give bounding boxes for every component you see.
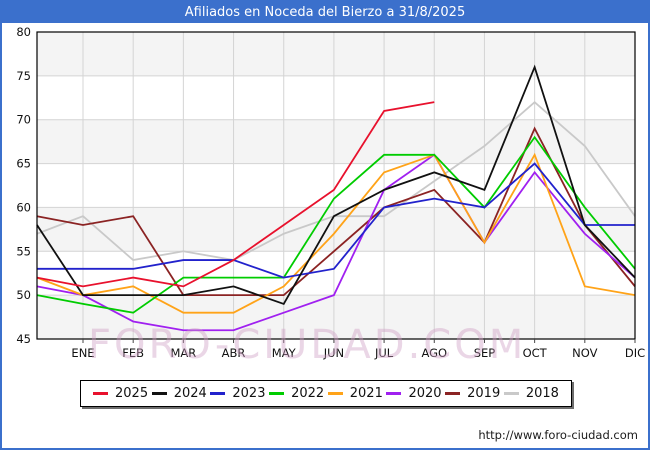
plot-band: [37, 207, 635, 252]
x-axis-label: JUN: [323, 346, 344, 360]
legend-label-2019: 2019: [467, 386, 501, 401]
legend-swatch-2018: [503, 392, 519, 395]
x-axis-label: MAY: [272, 346, 297, 360]
series-line-2023: [37, 162, 635, 279]
legend-item-2020: 2020: [386, 386, 442, 401]
series-line-2019: [36, 126, 636, 297]
series-line-2021: [36, 152, 636, 314]
legend-swatch-2021: [327, 392, 343, 395]
x-axis-label: ABR: [222, 346, 246, 360]
x-axis-label: DIC: [625, 346, 645, 360]
series-line-2020: [36, 153, 636, 332]
series-line-2022: [36, 135, 636, 314]
x-axis-label: SEP: [474, 346, 496, 360]
legend-swatch-2023: [210, 392, 226, 395]
y-axis-label: 70: [16, 113, 31, 127]
y-axis-label: 65: [16, 157, 31, 171]
x-axis-label: MAR: [170, 346, 196, 360]
plot-band: [37, 295, 635, 339]
legend-label-2020: 2020: [408, 386, 442, 401]
legend-item-2018: 2018: [503, 386, 559, 401]
legend-label-2025: 2025: [115, 386, 149, 401]
x-axis-label: FEB: [122, 346, 144, 360]
plot-border: [36, 31, 636, 340]
plot-band: [37, 119, 635, 164]
plot-band: [37, 32, 635, 76]
legend-item-2022: 2022: [269, 386, 324, 401]
x-axis-label: ENE: [71, 346, 94, 360]
legend-item-2021: 2021: [327, 386, 383, 401]
legend-label-2023: 2023: [232, 386, 266, 401]
legend-swatch-2020: [386, 392, 402, 395]
y-axis-label: 55: [16, 244, 31, 258]
y-axis-label: 80: [16, 25, 31, 39]
legend-label-2018: 2018: [525, 386, 559, 401]
legend-swatch-2024: [151, 392, 167, 395]
x-axis-label: AGO: [421, 346, 447, 360]
y-axis-label: 60: [16, 200, 31, 214]
series-line-2025: [36, 101, 435, 288]
legend-swatch-2019: [445, 392, 461, 395]
series-line-2024: [36, 64, 636, 306]
x-axis-label: JUL: [374, 346, 394, 360]
legend-label-2024: 2024: [173, 386, 207, 401]
y-axis-label: 45: [16, 332, 31, 346]
y-axis-label: 50: [16, 288, 31, 302]
legend-label-2022: 2022: [291, 386, 325, 401]
chart-title: Afiliados en Noceda del Bierzo a 31/8/20…: [2, 2, 648, 23]
y-axis-label: 75: [16, 69, 31, 83]
legend-item-2025: 2025: [93, 386, 148, 401]
legend-label-2021: 2021: [349, 386, 383, 401]
site-url-link[interactable]: http://www.foro-ciudad.com: [478, 428, 638, 442]
legend-box: 2025 2024 2023 2022 2021 2020 2019 2018: [80, 380, 572, 407]
x-axis-label: NOV: [572, 346, 597, 360]
x-axis-label: OCT: [523, 346, 548, 360]
legend-swatch-2022: [269, 392, 285, 395]
legend-item-2024: 2024: [151, 386, 207, 401]
legend-item-2023: 2023: [210, 386, 265, 401]
legend-swatch-2025: [93, 392, 108, 395]
legend-item-2019: 2019: [445, 386, 500, 401]
